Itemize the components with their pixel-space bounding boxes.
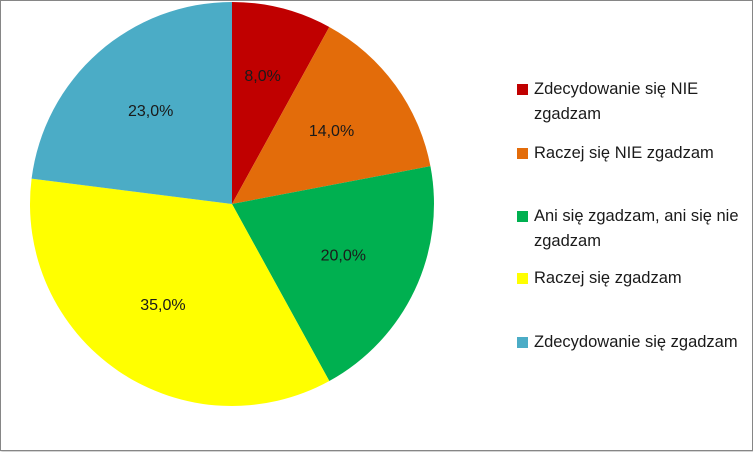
legend-label: Raczej się NIE zgadzam (534, 144, 714, 162)
pie-slice (232, 166, 434, 382)
pie-data-label: 23,0% (128, 103, 173, 120)
legend-item: Raczej się zgadzam (517, 268, 746, 291)
pie-data-label: 8,0% (244, 68, 280, 85)
pie-slice (29, 178, 330, 406)
legend-swatch (517, 273, 528, 284)
legend-swatch (517, 84, 528, 95)
legend-label: Raczej się zgadzam (534, 269, 682, 287)
legend-item: Zdecydowanie się NIE zgadzam (517, 79, 746, 127)
pie-slice (31, 1, 233, 205)
legend-swatch (517, 337, 528, 348)
legend-label: Ani się zgadzam, ani się nie zgadzam (534, 207, 739, 250)
pie-slices (29, 1, 434, 406)
legend-item: Raczej się NIE zgadzam (517, 143, 746, 166)
legend-item: Ani się zgadzam, ani się nie zgadzam (517, 206, 746, 254)
pie-slice (232, 2, 330, 204)
pie-data-labels: 8,0% 14,0% 20,0% 35,0% 23,0% (128, 68, 366, 314)
legend-label: Zdecydowanie się zgadzam (534, 333, 738, 351)
pie-slice (232, 26, 431, 204)
legend-swatch (517, 148, 528, 159)
legend-label: Zdecydowanie się NIE zgadzam (534, 80, 699, 123)
legend-swatch (517, 211, 528, 222)
pie-data-label: 20,0% (321, 248, 366, 265)
pie-data-label: 14,0% (309, 123, 354, 140)
legend: Zdecydowanie się NIE zgadzam Raczej się … (517, 1, 747, 452)
legend-item: Zdecydowanie się zgadzam (517, 332, 746, 355)
pie-data-label: 35,0% (140, 297, 185, 314)
